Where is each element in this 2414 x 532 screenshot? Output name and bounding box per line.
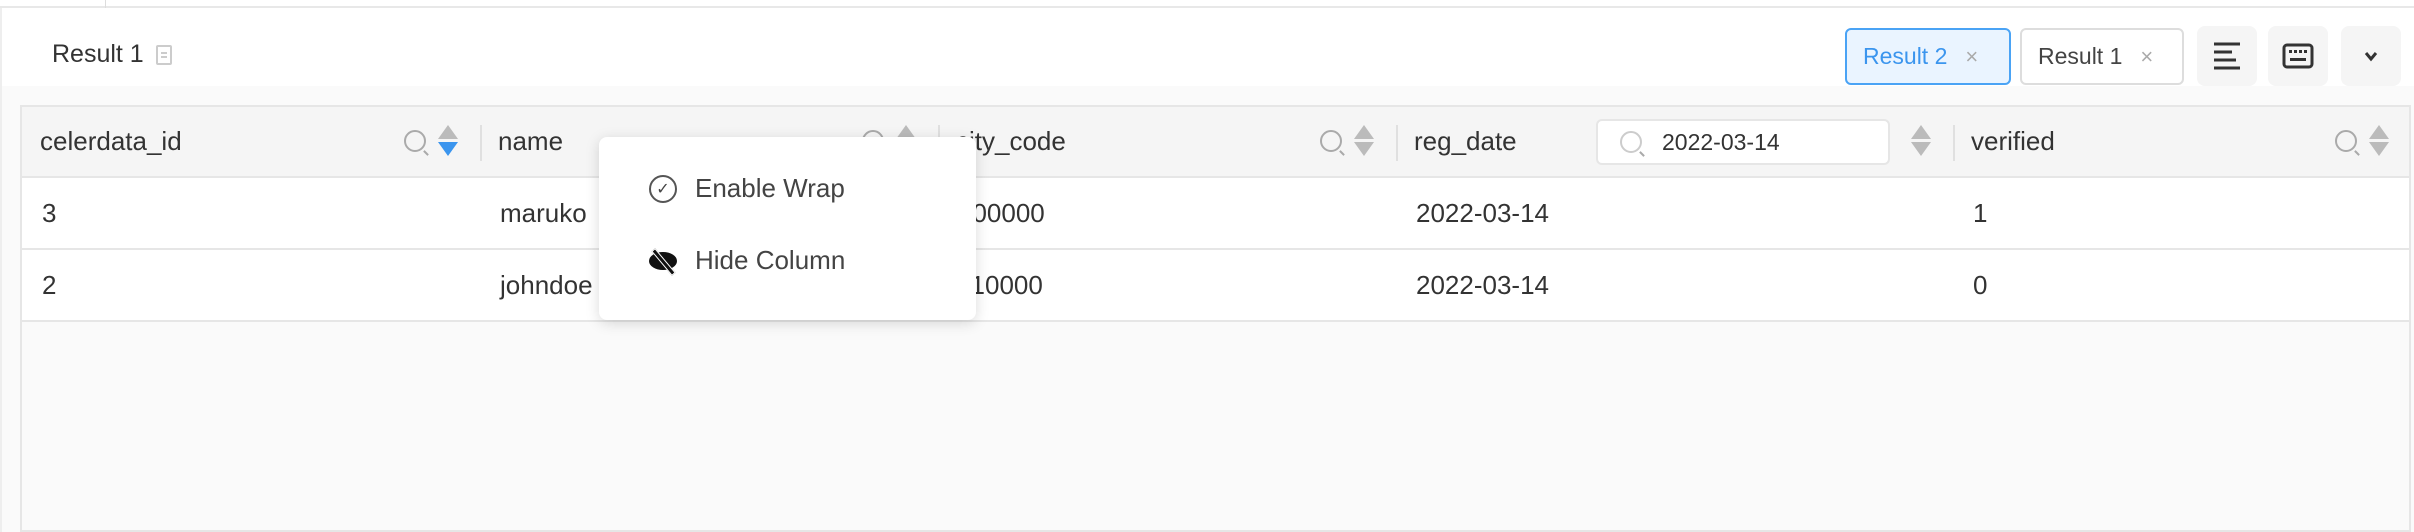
keyboard-icon bbox=[2282, 43, 2314, 69]
results-table: celerdata_id name city_code reg_date 202… bbox=[20, 105, 2411, 532]
cell: 1 bbox=[1973, 197, 1988, 228]
cell: 2 bbox=[42, 269, 57, 300]
column-header-celerdata_id[interactable]: celerdata_id bbox=[22, 107, 480, 176]
result-tab-2[interactable]: Result 2 × bbox=[1845, 28, 2011, 85]
result-tab-1[interactable]: Result 1 × bbox=[2020, 28, 2184, 85]
result-title: Result 1 bbox=[52, 40, 172, 69]
search-icon[interactable] bbox=[2335, 129, 2357, 152]
copy-icon[interactable] bbox=[155, 44, 172, 65]
sort-control[interactable] bbox=[438, 125, 458, 156]
column-header-reg_date[interactable]: reg_date 2022-03-14 bbox=[1396, 107, 1953, 176]
cell: 3 bbox=[42, 197, 57, 228]
chevron-down-icon bbox=[2364, 52, 2378, 62]
column-label: celerdata_id bbox=[40, 126, 182, 156]
sort-control[interactable] bbox=[2369, 125, 2389, 156]
cell: johndoe bbox=[500, 269, 593, 300]
menu-item-enable-wrap[interactable]: ✓ Enable Wrap bbox=[649, 173, 845, 204]
table-row[interactable]: 3 maruko 100000 2022-03-14 1 bbox=[22, 178, 2409, 250]
sort-control[interactable] bbox=[1911, 125, 1931, 156]
reg_date-filter-input[interactable]: 2022-03-14 bbox=[1596, 119, 1890, 165]
column-label: name bbox=[498, 126, 564, 156]
search-icon bbox=[1620, 131, 1642, 153]
align-left-button[interactable] bbox=[2197, 26, 2257, 86]
menu-item-hide-column[interactable]: Hide Column bbox=[649, 245, 845, 276]
check-circle-icon: ✓ bbox=[649, 174, 677, 203]
sort-control[interactable] bbox=[1354, 125, 1374, 156]
top-divider bbox=[0, 0, 2414, 8]
cell: 0 bbox=[1973, 269, 1988, 300]
search-icon[interactable] bbox=[1320, 129, 1342, 152]
tab-label: Result 1 bbox=[2038, 43, 2123, 69]
cell: 2022-03-14 bbox=[1416, 197, 1549, 228]
result-title-text: Result 1 bbox=[52, 40, 144, 68]
column-header-city_code[interactable]: city_code bbox=[938, 107, 1396, 176]
cell: 2022-03-14 bbox=[1416, 269, 1549, 300]
column-label: reg_date bbox=[1414, 126, 1517, 156]
table-header: celerdata_id name city_code reg_date 202… bbox=[22, 107, 2409, 178]
close-icon[interactable]: × bbox=[1965, 43, 1979, 69]
more-button[interactable] bbox=[2341, 26, 2401, 86]
align-left-icon bbox=[2214, 42, 2240, 70]
eye-off-icon bbox=[649, 251, 677, 270]
table-row[interactable]: 2 johndoe 110000 2022-03-14 0 bbox=[22, 250, 2409, 322]
search-icon[interactable] bbox=[404, 129, 426, 152]
column-label: verified bbox=[1971, 126, 2055, 156]
column-context-menu: ✓ Enable Wrap Hide Column bbox=[599, 137, 976, 320]
cell: maruko bbox=[500, 197, 587, 228]
menu-item-label: Enable Wrap bbox=[695, 173, 845, 203]
keyboard-button[interactable] bbox=[2268, 26, 2328, 86]
tab-label: Result 2 bbox=[1863, 43, 1948, 69]
close-icon[interactable]: × bbox=[2140, 43, 2154, 69]
left-divider bbox=[0, 8, 2, 532]
menu-item-label: Hide Column bbox=[695, 245, 846, 275]
column-header-verified[interactable]: verified bbox=[1953, 107, 2411, 176]
filter-value: 2022-03-14 bbox=[1662, 128, 1780, 155]
